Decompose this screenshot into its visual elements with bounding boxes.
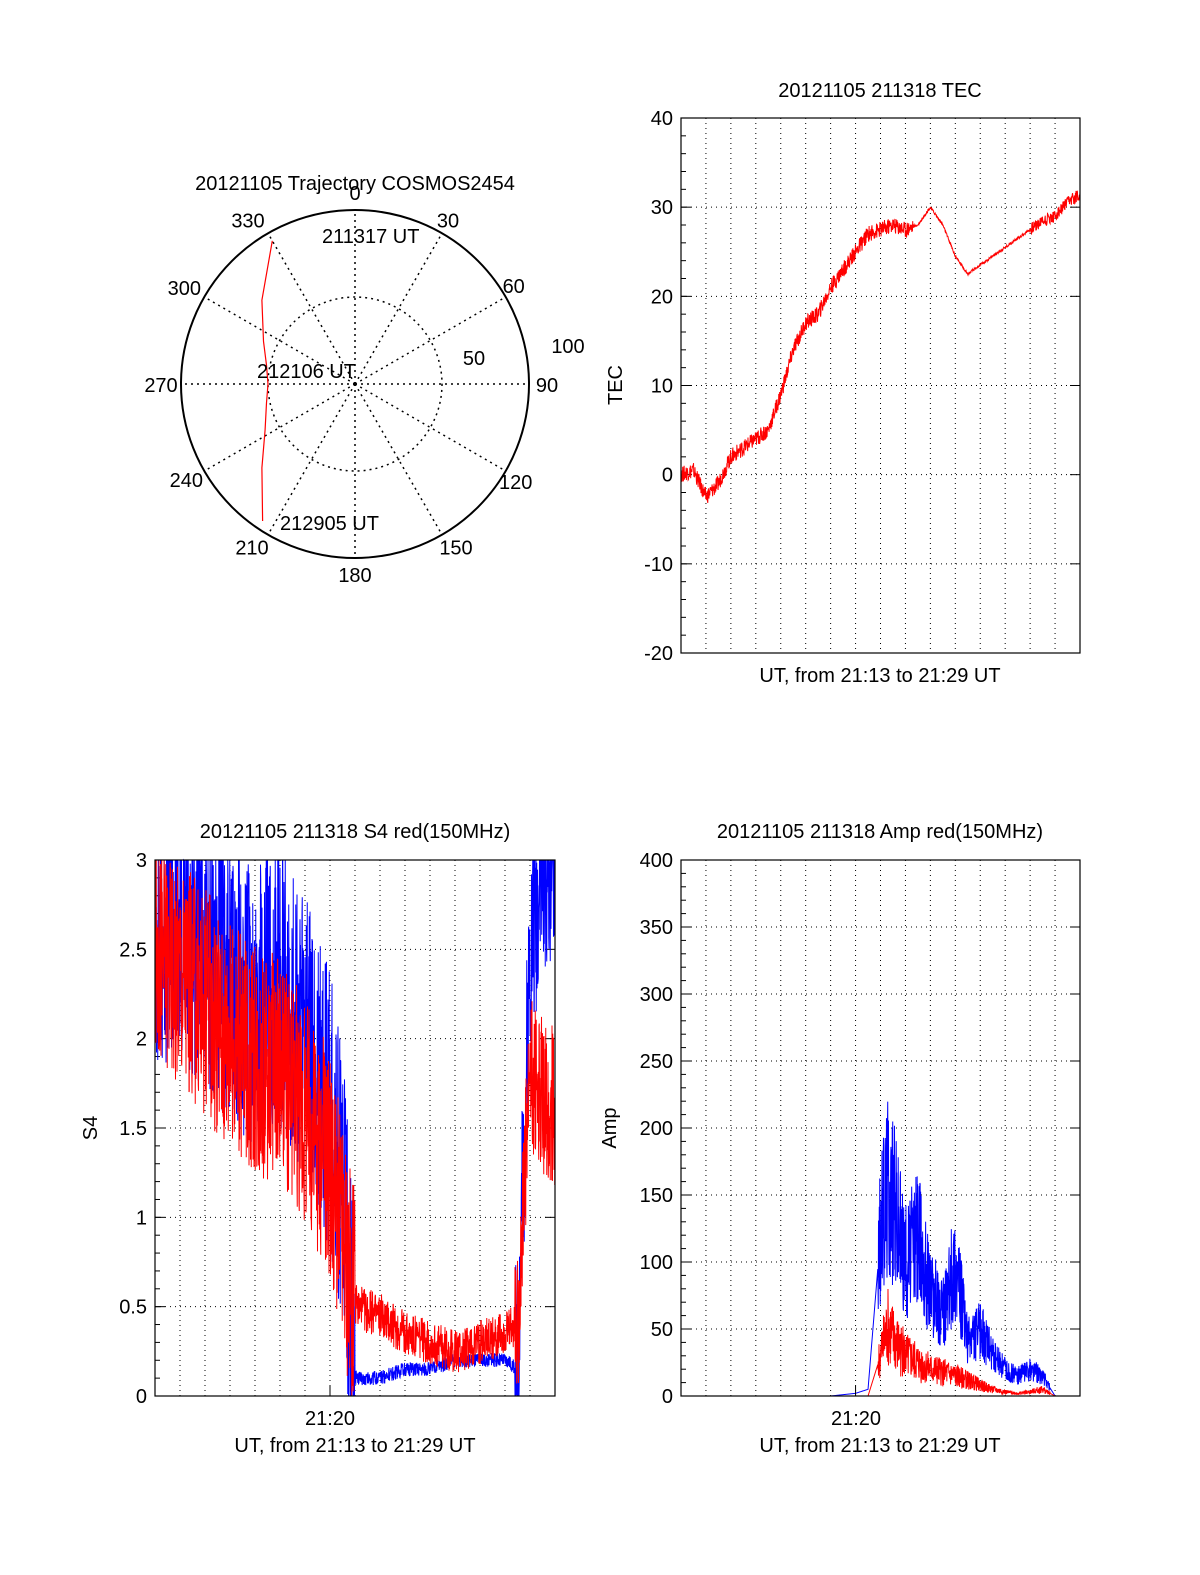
series-line-red: [680, 189, 1081, 503]
s4-xtick-label: 21:20: [305, 1408, 355, 1430]
plot-frame: [680, 117, 1081, 654]
y-tick-label: 400: [640, 850, 673, 872]
y-tick-label: 100: [640, 1252, 673, 1274]
tec-title: 20121105 211318 TEC: [778, 80, 982, 102]
s4-xlabel: UT, from 21:13 to 21:29 UT: [234, 1435, 475, 1457]
y-tick-label: 1.5: [119, 1118, 147, 1140]
tec-chart: 20121105 211318 TEC UT, from 21:13 to 21…: [605, 80, 1081, 687]
y-tick-label: 20: [651, 286, 673, 308]
y-tick-label: 350: [640, 917, 673, 939]
amp-chart: 20121105 211318 Amp red(150MHz) 21:20 UT…: [599, 821, 1081, 1457]
amp-xtick-label: 21:20: [831, 1408, 881, 1430]
polar-trajectory-line: [261, 240, 273, 522]
polar-radius-label: 50: [463, 348, 485, 370]
y-tick-label: 40: [651, 108, 673, 130]
polar-time-annotation: 212905 UT: [280, 513, 379, 535]
polar-title: 20121105 Trajectory COSMOS2454: [195, 173, 515, 195]
y-tick-label: 0: [662, 465, 673, 487]
y-tick-label: 50: [651, 1319, 673, 1341]
polar-angle-label: 60: [503, 276, 525, 298]
s4-chart: 20121105 211318 S4 red(150MHz) 21:20 UT,…: [80, 821, 556, 1457]
y-tick-label: -10: [644, 554, 673, 576]
tec-ylabel: TEC: [605, 365, 627, 405]
polar-angle-label: 180: [338, 565, 371, 587]
polar-radius-ring: [267, 296, 443, 472]
polar-spoke: [267, 383, 356, 536]
polar-spoke: [267, 232, 356, 385]
y-tick-label: 0.5: [119, 1297, 147, 1319]
y-tick-label: 0: [136, 1386, 147, 1408]
polar-time-annotation: 211317 UT: [322, 226, 419, 248]
y-tick-label: 30: [651, 197, 673, 219]
polar-trajectory-chart: 20121105 Trajectory COSMOS2454 0 30 60 90 12…: [144, 173, 584, 587]
polar-radius-label: 100: [551, 336, 584, 358]
polar-angle-label: 90: [536, 375, 558, 397]
y-tick-label: 10: [651, 376, 673, 398]
y-tick-label: 3: [136, 850, 147, 872]
polar-time-annotation: 212106 UT: [257, 361, 356, 383]
polar-angle-label: 0: [349, 183, 360, 205]
amp-ylabel: Amp: [599, 1107, 621, 1148]
y-tick-label: 0: [662, 1386, 673, 1408]
polar-outer-circle: [180, 209, 530, 559]
polar-spoke: [354, 383, 443, 536]
polar-angle-label: 300: [168, 278, 201, 300]
polar-angle-label: 210: [235, 538, 268, 560]
s4-title: 20121105 211318 S4 red(150MHz): [200, 821, 511, 843]
polar-spoke: [354, 296, 507, 385]
y-tick-label: 200: [640, 1118, 673, 1140]
polar-angle-label: 150: [439, 538, 472, 560]
y-tick-label: -20: [644, 643, 673, 665]
polar-spoke: [203, 296, 356, 385]
polar-angle-label: 240: [170, 470, 203, 492]
series-line-red: [154, 859, 556, 1397]
amp-xlabel: UT, from 21:13 to 21:29 UT: [759, 1435, 1000, 1457]
y-tick-label: 150: [640, 1185, 673, 1207]
polar-spoke: [203, 383, 356, 472]
y-tick-label: 2.5: [119, 939, 147, 961]
s4-ylabel: S4: [80, 1116, 102, 1140]
tec-xlabel: UT, from 21:13 to 21:29 UT: [759, 665, 1000, 687]
plot-frame: [154, 859, 556, 1397]
y-tick-label: 2: [136, 1029, 147, 1051]
amp-title: 20121105 211318 Amp red(150MHz): [717, 821, 1043, 843]
y-tick-label: 250: [640, 1051, 673, 1073]
y-tick-label: 1: [136, 1207, 147, 1229]
series-line-blue: [154, 858, 556, 1397]
polar-angle-label: 30: [437, 210, 459, 232]
y-tick-label: 300: [640, 984, 673, 1006]
polar-angle-label: 330: [231, 210, 264, 232]
polar-spoke: [354, 383, 507, 472]
polar-angle-label: 270: [144, 375, 177, 397]
polar-angle-label: 120: [499, 472, 532, 494]
plot-frame: [680, 859, 1081, 1397]
polar-spoke: [354, 232, 443, 385]
